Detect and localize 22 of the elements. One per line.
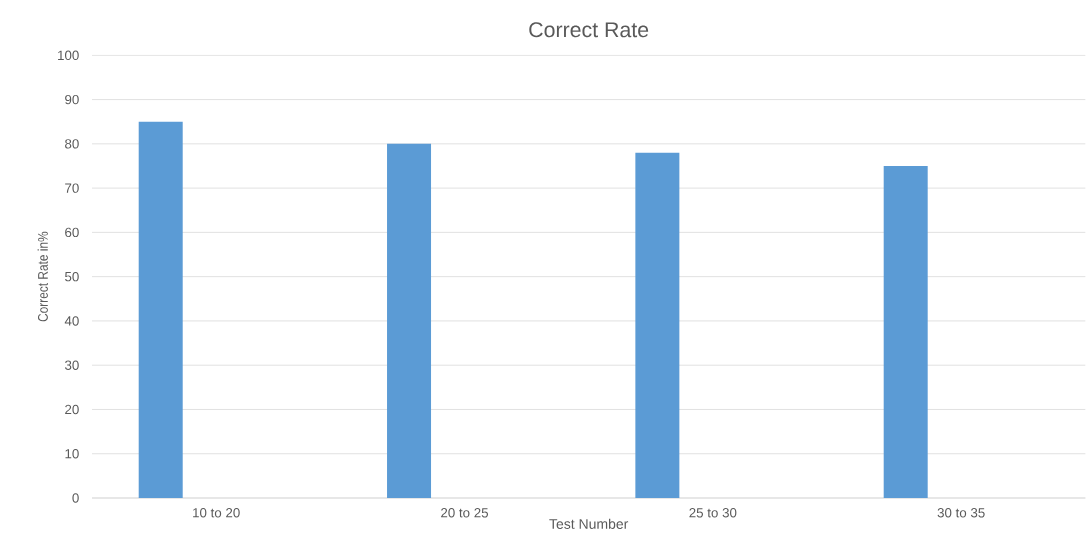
y-tick-label: 30	[64, 360, 79, 370]
chart-title: Correct Rate	[529, 22, 649, 38]
y-tick-label: 80	[65, 139, 79, 149]
y-tick-label: 20	[65, 404, 79, 415]
y-tick-label: 0	[72, 493, 79, 503]
x-axis-title: Test Number	[549, 518, 629, 529]
y-tick-label: 60	[65, 227, 79, 238]
y-tick-label: 100	[58, 50, 79, 61]
bar	[387, 143, 432, 498]
x-tick-label: 20 to 25	[441, 508, 489, 518]
y-tick-label: 50	[65, 271, 79, 282]
x-tick-label: 10 to 20	[193, 508, 240, 518]
y-axis-title: Correct Rate in%	[37, 231, 48, 322]
y-tick-label: 70	[65, 183, 79, 193]
y-tick-label: 10	[65, 449, 79, 459]
bar	[883, 165, 928, 498]
x-tick-label: 25 to 30	[689, 508, 737, 518]
y-tick-label: 90	[65, 94, 79, 105]
bar	[635, 152, 680, 498]
y-tick-label: 40	[64, 316, 79, 326]
bar	[138, 121, 183, 498]
x-tick-label: 30 to 35	[937, 508, 985, 518]
